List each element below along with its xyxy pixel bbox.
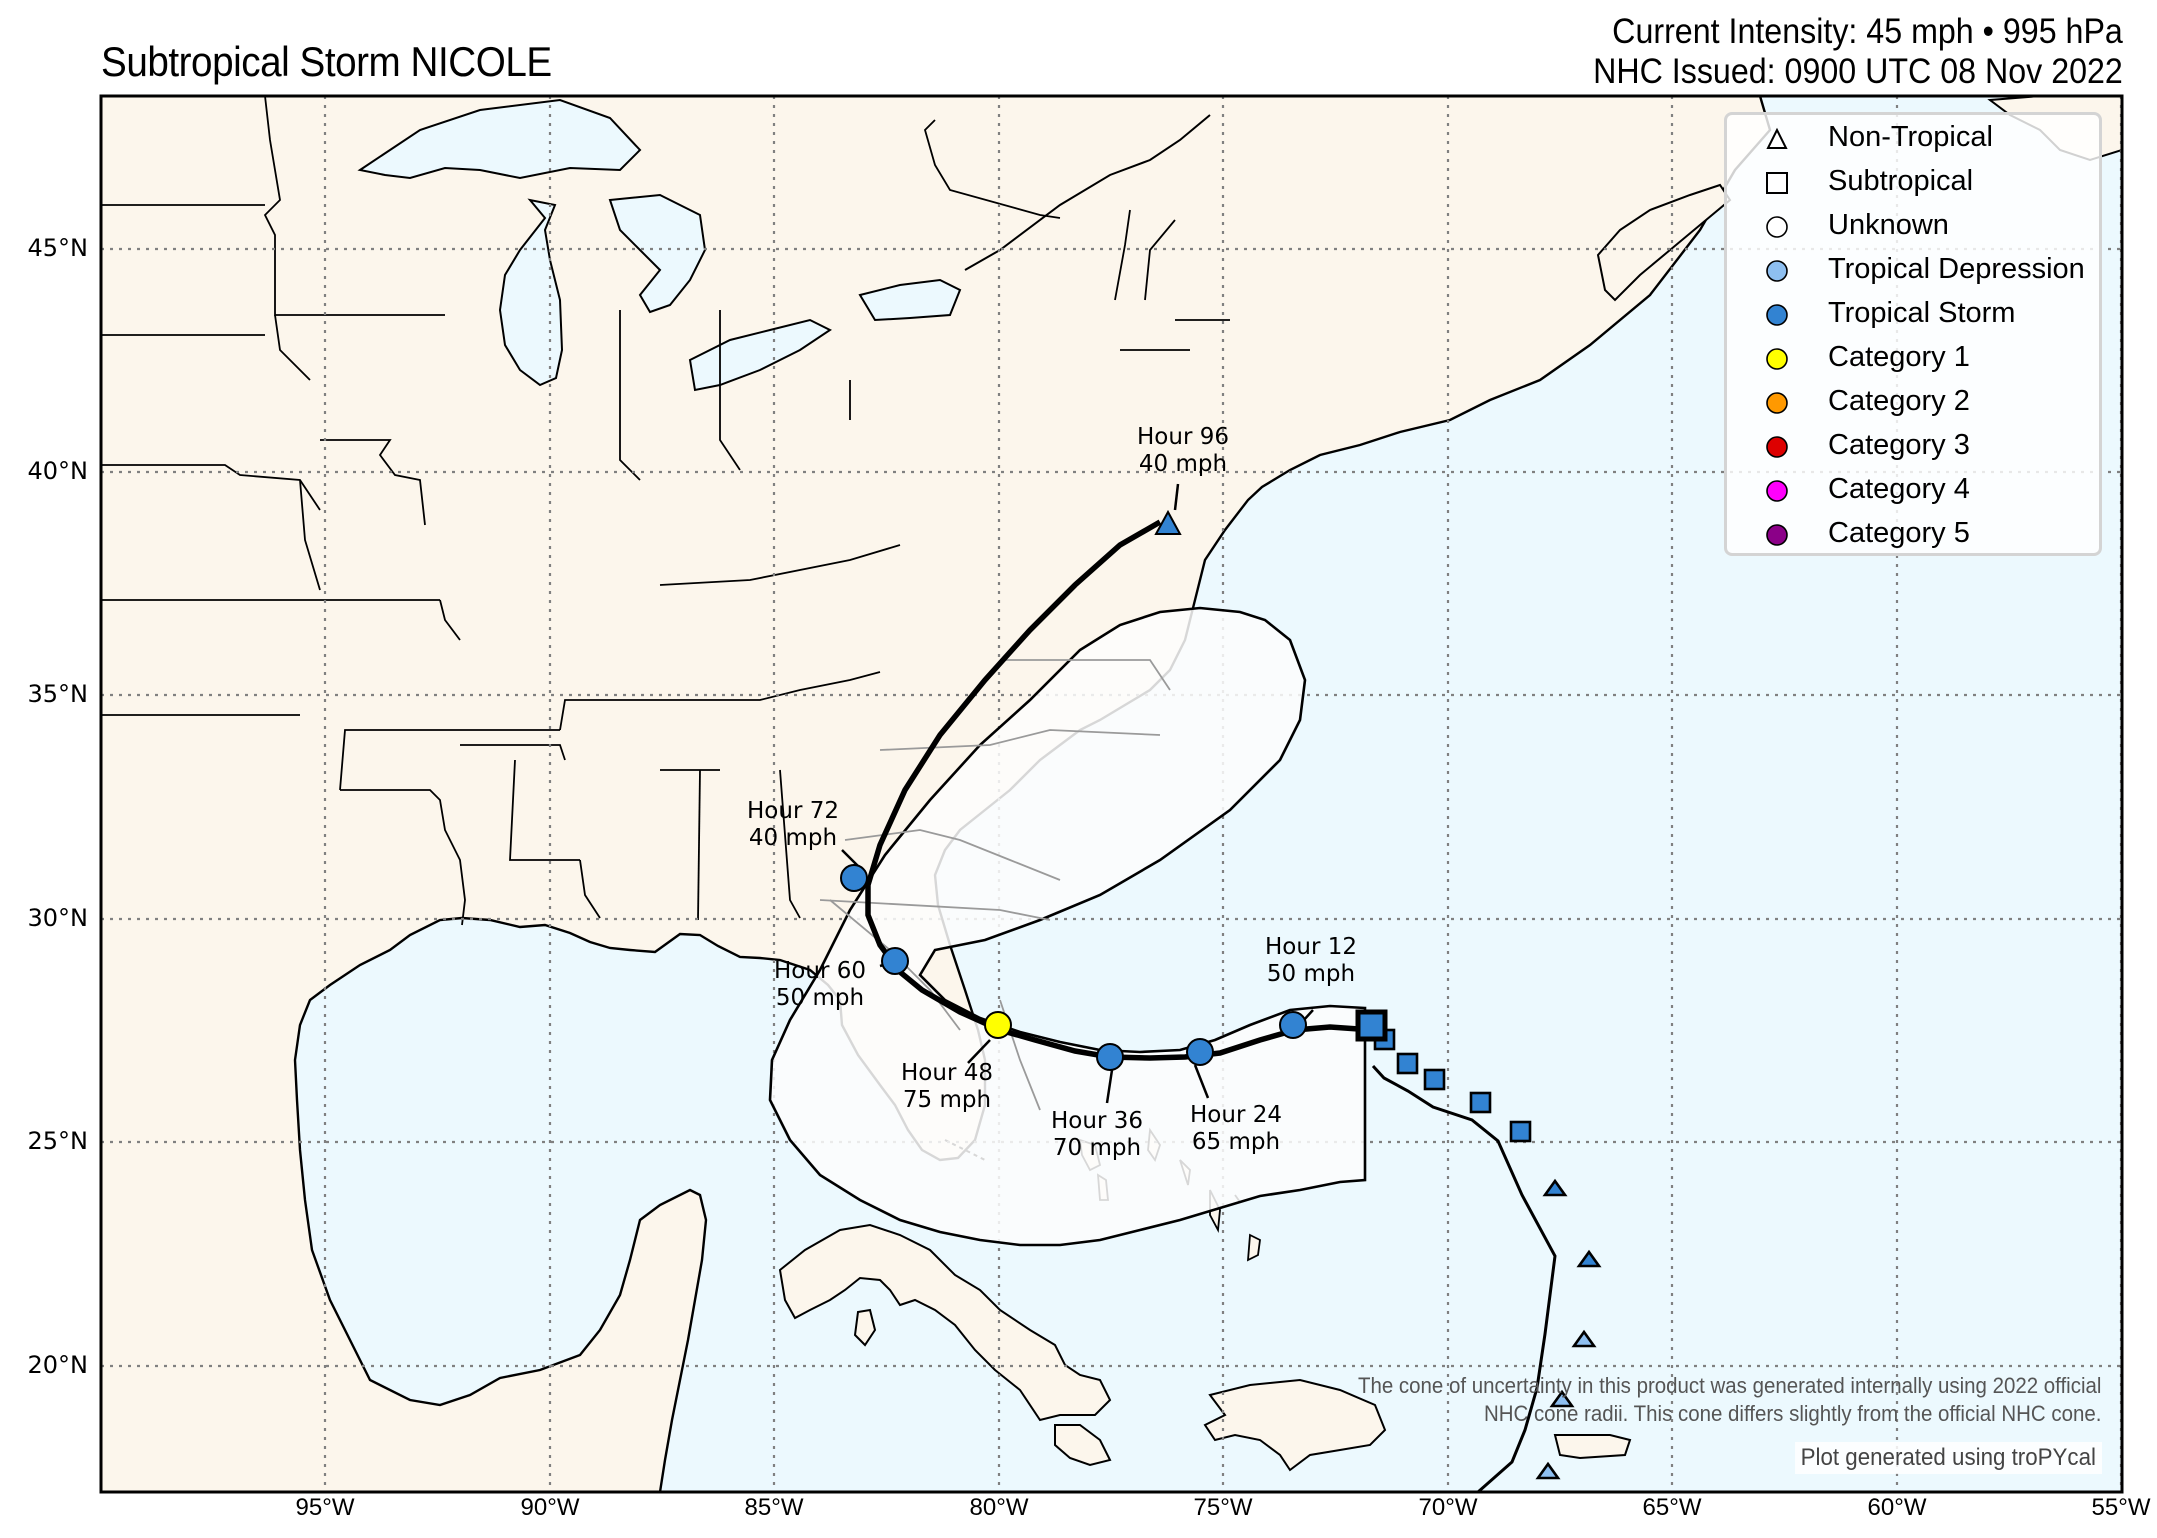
lat-label-20: 20°N <box>27 1351 89 1379</box>
forecast-label-h60: Hour 60 50 mph <box>774 958 866 1011</box>
state-borders <box>101 96 1230 926</box>
storm-title: Subtropical Storm NICOLE <box>101 38 552 85</box>
lon-label-85: 85°W <box>744 1494 804 1521</box>
storm-status: Current Intensity: 45 mph • 995 hPa NHC … <box>1593 12 2123 92</box>
legend-item-subtropical: Subtropical <box>1727 163 2099 203</box>
forecast-label-h24: Hour 24 65 mph <box>1190 1102 1282 1155</box>
legend-item-tropical-depression: Tropical Depression <box>1727 251 2099 291</box>
track-marker-triangle <box>1576 1249 1602 1268</box>
legend-item-category-3: Category 3 <box>1727 427 2099 467</box>
lat-label-35: 35°N <box>27 680 89 708</box>
forecast-marker-h60 <box>881 947 909 975</box>
forecast-label-h96: Hour 96 40 mph <box>1137 424 1229 477</box>
circle-outline-icon <box>1766 216 1788 238</box>
land-cuba <box>778 1223 1112 1422</box>
lon-label-90: 90°W <box>520 1494 580 1521</box>
track-marker-triangle <box>1571 1329 1597 1348</box>
track-marker-square <box>1423 1068 1446 1091</box>
triangle-outline-icon <box>1766 127 1788 149</box>
circle-cat1-icon <box>1766 348 1788 370</box>
lat-label-40: 40°N <box>27 457 89 485</box>
forecast-label-h48: Hour 48 75 mph <box>901 1060 993 1113</box>
forecast-marker-h72 <box>840 864 868 892</box>
lake-michigan <box>498 198 564 387</box>
circle-cat3-icon <box>1766 436 1788 458</box>
land-puerto-rico <box>1553 1434 1632 1460</box>
circle-cat2-icon <box>1766 392 1788 414</box>
legend-item-category-1: Category 1 <box>1727 339 2099 379</box>
lon-label-70: 70°W <box>1418 1494 1478 1521</box>
cone-disclaimer: The cone of uncertainty in this product … <box>1357 1373 2101 1426</box>
lon-label-75: 75°W <box>1193 1494 1253 1521</box>
forecast-marker-h24 <box>1186 1038 1214 1066</box>
forecast-label-h12: Hour 12 50 mph <box>1265 934 1357 987</box>
forecast-label-h72: Hour 72 40 mph <box>747 798 839 851</box>
lon-label-55: 55°W <box>2091 1494 2151 1521</box>
forecast-marker-h48 <box>984 1011 1012 1039</box>
forecast-label-h36: Hour 36 70 mph <box>1051 1108 1143 1161</box>
current-position-marker <box>1355 1009 1388 1042</box>
lake-superior <box>357 98 642 180</box>
forecast-marker-h96 <box>1154 509 1182 535</box>
legend-item-category-4: Category 4 <box>1727 471 2099 511</box>
track-marker-triangle <box>1549 1389 1575 1408</box>
lon-label-80: 80°W <box>969 1494 1029 1521</box>
legend-item-unknown: Unknown <box>1727 207 2099 247</box>
legend-item-category-2: Category 2 <box>1727 383 2099 423</box>
forecast-track-line <box>865 519 1374 1061</box>
circle-td-icon <box>1766 260 1788 282</box>
forecast-marker-h12 <box>1279 1011 1307 1039</box>
land-hispaniola <box>1203 1378 1387 1472</box>
track-marker-square <box>1469 1091 1492 1114</box>
forecast-markers <box>840 509 1307 1071</box>
lake-ontario <box>858 278 962 322</box>
lat-label-30: 30°N <box>27 904 89 932</box>
legend-item-non-tropical: Non-Tropical <box>1727 119 2099 159</box>
lon-label-60: 60°W <box>1867 1494 1927 1521</box>
track-marker-triangle <box>1535 1461 1561 1480</box>
nhc-issued: NHC Issued: 0900 UTC 08 Nov 2022 <box>1593 52 2123 91</box>
circle-ts-icon <box>1766 304 1788 326</box>
lon-label-95: 95°W <box>295 1494 355 1521</box>
land-isle-of-youth <box>853 1308 877 1347</box>
land-nova-scotia <box>1596 183 1732 302</box>
square-outline-icon <box>1766 172 1788 194</box>
lat-label-45: 45°N <box>27 234 89 262</box>
past-track-line <box>1371 1064 1557 1492</box>
lake-erie <box>688 318 832 392</box>
land-jamaica <box>1054 1424 1112 1467</box>
legend: Non-Tropical Subtropical Unknown Tropica… <box>1724 112 2102 556</box>
legend-item-category-5: Category 5 <box>1727 515 2099 555</box>
lat-label-25: 25°N <box>27 1127 89 1155</box>
cone-of-uncertainty <box>768 606 1367 1247</box>
track-marker-square <box>1509 1120 1532 1143</box>
forecast-marker-h36 <box>1096 1043 1124 1071</box>
circle-cat5-icon <box>1766 524 1788 546</box>
current-intensity: Current Intensity: 45 mph • 995 hPa <box>1612 12 2123 51</box>
legend-item-tropical-storm: Tropical Storm <box>1727 295 2099 335</box>
track-marker-triangle <box>1542 1178 1568 1197</box>
map-frame <box>99 94 2124 1494</box>
circle-cat4-icon <box>1766 480 1788 502</box>
lon-label-65: 65°W <box>1642 1494 1702 1521</box>
lake-huron <box>608 193 707 314</box>
track-marker-square <box>1396 1052 1419 1075</box>
plot-credit: Plot generated using troPYcal <box>1795 1442 2102 1474</box>
